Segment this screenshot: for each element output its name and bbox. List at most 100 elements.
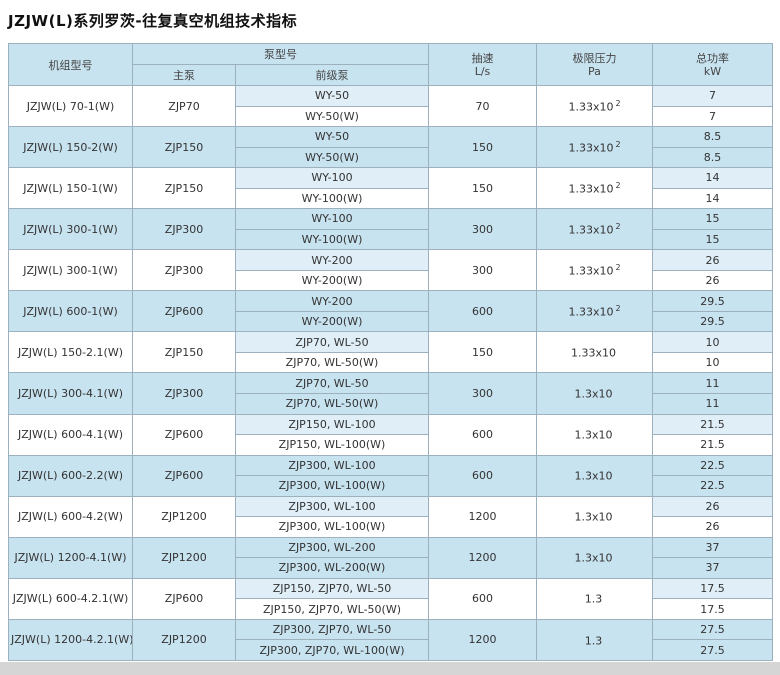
power-cell: 26 — [652, 269, 773, 292]
table-row: ZJP300, WL-100(W) 26 — [9, 516, 773, 538]
table-body: JZJW(L) 70-1(W) ZJP70 WY-50 70 1.33x10 2 … — [8, 84, 773, 662]
power-cell: 14 — [652, 167, 773, 189]
fore-pump-cell: ZJP300, WL-100 — [235, 454, 429, 477]
power-cell: 11 — [652, 392, 773, 415]
speed-cell: 150 — [428, 331, 537, 374]
table-row: JZJW(L) 150-1(W) ZJP150 WY-100 150 1.33x… — [8, 167, 773, 210]
speed-cell: 300 — [428, 249, 537, 292]
unit-model-cell: JZJW(L) 300-4.1(W) — [8, 372, 133, 415]
table-row: JZJW(L) 300-4.1(W) ZJP300 ZJP70, WL-50 3… — [8, 372, 773, 415]
table-row: JZJW(L) 600-1(W) ZJP600 WY-200 600 1.33x… — [8, 290, 773, 333]
pressure-base: 1.3x10 — [574, 510, 613, 524]
col-header-unit-model: 机组型号 — [8, 43, 133, 86]
footer-strip — [0, 662, 780, 675]
table-row: ZJP300, WL-200(W) 37 — [9, 557, 773, 579]
power-cell: 11 — [652, 372, 773, 394]
power-cell: 29.5 — [652, 310, 773, 333]
speed-cell: 300 — [428, 372, 537, 415]
table-row: ZJP300, ZJP70, WL-100(W) 27.5 — [9, 639, 773, 661]
table-row: JZJW(L) 600-4.1(W) ZJP600 ZJP150, WL-100… — [8, 413, 773, 456]
speed-cell: 70 — [428, 84, 537, 128]
power-cell: 27.5 — [652, 618, 773, 641]
col-header-pressure: 极限压力 Pa — [536, 43, 653, 86]
fore-pump-cell: WY-50 — [235, 126, 429, 148]
fore-pump-cell: ZJP150, WL-100 — [235, 413, 429, 436]
power-cell: 15 — [652, 208, 773, 230]
main-pump-cell: ZJP150 — [132, 167, 236, 210]
fore-pump-cell: ZJP70, WL-50(W) — [235, 392, 429, 415]
main-pump-cell: ZJP1200 — [132, 618, 236, 662]
unit-model-cell: JZJW(L) 150-2.1(W) — [8, 331, 133, 374]
fore-pump-cell: WY-100 — [235, 167, 429, 189]
pressure-cell: 1.3x10 — [536, 454, 653, 497]
col-header-fore-pump: 前级泵 — [235, 64, 429, 86]
unit-model-cell: JZJW(L) 70-1(W) — [8, 84, 133, 128]
unit-model-cell: JZJW(L) 600-2.2(W) — [8, 454, 133, 497]
pressure-base: 1.3 — [584, 634, 603, 648]
pressure-exponent: 2 — [615, 98, 621, 108]
speed-cell: 600 — [428, 290, 537, 333]
col-header-power: 总功率 kW — [652, 43, 773, 86]
fore-pump-cell: WY-50(W) — [235, 146, 429, 169]
power-cell: 21.5 — [652, 434, 773, 456]
table-row: JZJW(L) 70-1(W) ZJP70 WY-50 70 1.33x10 2 … — [8, 84, 773, 128]
main-pump-cell: ZJP300 — [132, 249, 236, 292]
table-row: JZJW(L) 150-2.1(W) ZJP150 ZJP70, WL-50 1… — [8, 331, 773, 374]
table-row: ZJP300, WL-100(W) 22.5 — [9, 475, 773, 497]
main-pump-cell: ZJP1200 — [132, 495, 236, 538]
fore-pump-cell: WY-200 — [235, 249, 429, 271]
main-pump-cell: ZJP600 — [132, 454, 236, 497]
pressure-base: 1.33x10 — [568, 100, 614, 114]
fore-pump-cell: ZJP300, WL-200 — [235, 536, 429, 559]
col-header-main-pump: 主泵 — [132, 64, 236, 86]
table-row: JZJW(L) 600-4.2(W) ZJP1200 ZJP300, WL-10… — [8, 495, 773, 538]
fore-pump-cell: WY-200 — [235, 290, 429, 312]
power-cell: 26 — [652, 495, 773, 518]
speed-cell: 1200 — [428, 618, 537, 662]
power-cell: 14 — [652, 187, 773, 210]
table-row: JZJW(L) 300-1(W) ZJP300 WY-200 300 1.33x… — [8, 249, 773, 292]
unit-model-cell: JZJW(L) 1200-4.1(W) — [8, 536, 133, 579]
table-row: WY-100(W) 14 — [9, 187, 773, 210]
pressure-exponent: 2 — [615, 180, 621, 190]
speed-cell: 150 — [428, 126, 537, 169]
speed-cell: 600 — [428, 413, 537, 456]
power-cell: 37 — [652, 557, 773, 579]
col-header-speed-line1: 抽速 — [471, 51, 494, 65]
fore-pump-cell: WY-100(W) — [235, 228, 429, 251]
pressure-base: 1.33x10 — [568, 264, 614, 278]
fore-pump-cell: ZJP300, WL-200(W) — [235, 557, 429, 579]
fore-pump-cell: ZJP300, WL-100 — [235, 495, 429, 518]
pressure-base: 1.3x10 — [574, 428, 613, 442]
pressure-base: 1.3 — [584, 593, 603, 607]
speed-cell: 1200 — [428, 495, 537, 538]
power-cell: 8.5 — [652, 126, 773, 148]
power-cell: 21.5 — [652, 413, 773, 436]
fore-pump-cell: ZJP150, ZJP70, WL-50 — [235, 577, 429, 600]
unit-model-cell: JZJW(L) 600-4.1(W) — [8, 413, 133, 456]
power-cell: 8.5 — [652, 146, 773, 169]
pressure-exponent: 2 — [615, 262, 621, 272]
col-header-pressure-line1: 极限压力 — [572, 51, 617, 65]
pressure-cell: 1.33x10 2 — [536, 126, 653, 169]
main-pump-cell: ZJP600 — [132, 413, 236, 456]
pressure-cell: 1.3 — [536, 618, 653, 662]
power-cell: 7 — [652, 105, 773, 128]
fore-pump-cell: ZJP70, WL-50(W) — [235, 351, 429, 374]
main-pump-cell: ZJP300 — [132, 208, 236, 251]
main-pump-cell: ZJP1200 — [132, 536, 236, 579]
speed-cell: 600 — [428, 454, 537, 497]
table-row: JZJW(L) 1200-4.1(W) ZJP1200 ZJP300, WL-2… — [8, 536, 773, 579]
pressure-cell: 1.33x10 2 — [536, 167, 653, 210]
power-cell: 17.5 — [652, 598, 773, 620]
power-cell: 29.5 — [652, 290, 773, 312]
unit-model-cell: JZJW(L) 1200-4.2.1(W) — [8, 618, 133, 662]
fore-pump-cell: WY-50(W) — [235, 105, 429, 128]
main-pump-cell: ZJP150 — [132, 331, 236, 374]
power-cell: 22.5 — [652, 454, 773, 477]
pressure-cell: 1.33x10 2 — [536, 290, 653, 333]
fore-pump-cell: WY-50 — [235, 85, 429, 107]
table-row: JZJW(L) 300-1(W) ZJP300 WY-100 300 1.33x… — [8, 208, 773, 251]
main-pump-cell: ZJP300 — [132, 372, 236, 415]
col-header-pressure-line2: Pa — [588, 64, 601, 78]
